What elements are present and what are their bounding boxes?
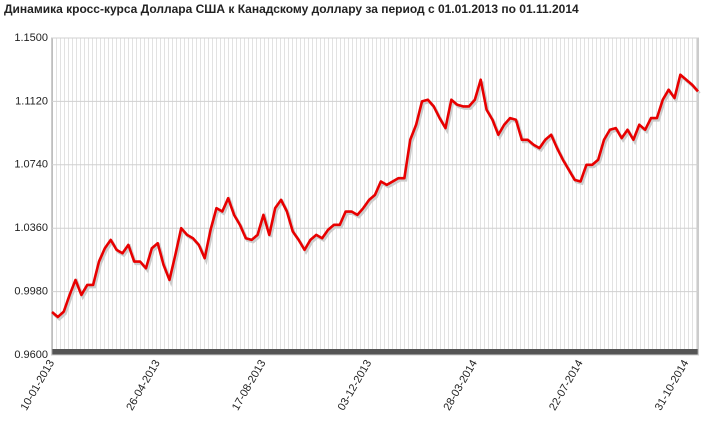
series-line [51,73,699,319]
x-tick-label: 31-10-2014 [653,358,692,413]
y-tick-label: 1.1120 [15,95,48,107]
x-tick-label: 03-12-2013 [336,358,375,413]
axis-strip [52,349,698,355]
y-tick-label: 1.0360 [14,222,48,234]
x-tick-label: 22-07-2014 [547,358,586,413]
y-tick-label: 1.1500 [14,32,48,44]
x-tick-label: 26-04-2013 [124,358,163,413]
x-tick-label: 17-08-2013 [230,358,269,413]
x-tick-label: 10-01-2013 [19,358,58,413]
chart-title: Динамика кросс-курса Доллара США к Канад… [4,2,579,16]
y-tick-label: 1.0740 [14,159,48,171]
y-tick-label: 0.9600 [14,349,48,361]
x-tick-label: 28-03-2014 [441,358,480,413]
y-tick-label: 0.9980 [14,286,48,298]
